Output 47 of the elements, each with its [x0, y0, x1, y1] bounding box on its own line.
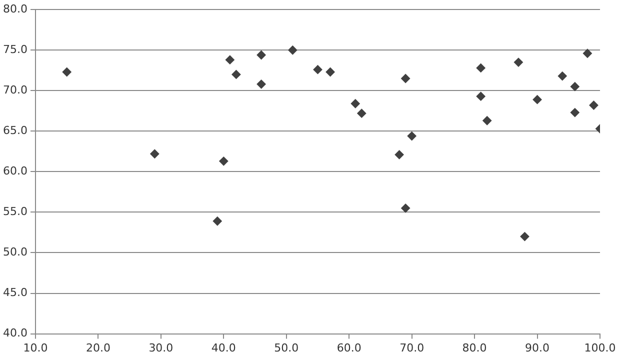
point: [476, 63, 486, 72]
point: [570, 108, 580, 118]
point: [256, 50, 266, 60]
x-tick-label: 60.0: [336, 341, 362, 354]
y-tick-label: 55.0: [2, 205, 28, 218]
y-tick-label: 40.0: [2, 326, 28, 340]
y-tick-label: 80.0: [2, 2, 28, 16]
y-tick-label: 45.0: [2, 286, 28, 300]
x-tick-label: 80.0: [462, 341, 487, 354]
point: [514, 58, 523, 67]
x-tick-label: 10.0: [23, 341, 48, 354]
point: [357, 108, 366, 118]
point: [232, 70, 241, 79]
x-tick-label: 40.0: [211, 341, 236, 354]
point: [558, 72, 567, 81]
point: [407, 132, 416, 141]
point: [401, 74, 410, 83]
y-tick-label: 70.0: [2, 84, 28, 97]
point: [313, 65, 322, 74]
point: [212, 216, 222, 226]
x-tick-label: 20.0: [86, 341, 110, 354]
point: [256, 80, 266, 89]
point: [401, 204, 410, 213]
point: [570, 82, 580, 92]
y-tick-label: 60.0: [2, 164, 28, 178]
x-tick-label: 100.0: [584, 341, 616, 354]
point: [582, 48, 592, 58]
point: [62, 68, 72, 77]
point: [482, 116, 492, 126]
point: [520, 232, 530, 242]
point: [589, 100, 598, 110]
point: [476, 92, 486, 101]
point: [326, 68, 335, 77]
point: [150, 149, 160, 158]
x-tick-label: 70.0: [400, 341, 424, 354]
y-tick-label: 75.0: [2, 42, 28, 56]
point: [532, 95, 542, 104]
point: [219, 156, 228, 166]
x-tick-label: 50.0: [274, 341, 299, 354]
point: [288, 46, 298, 55]
y-tick-label: 50.0: [2, 246, 28, 259]
point: [225, 55, 234, 64]
point: [350, 99, 360, 108]
x-tick-label: 30.0: [148, 341, 174, 354]
point: [394, 150, 404, 160]
x-tick-label: 90.0: [525, 341, 550, 354]
y-tick-label: 65.0: [2, 124, 28, 138]
